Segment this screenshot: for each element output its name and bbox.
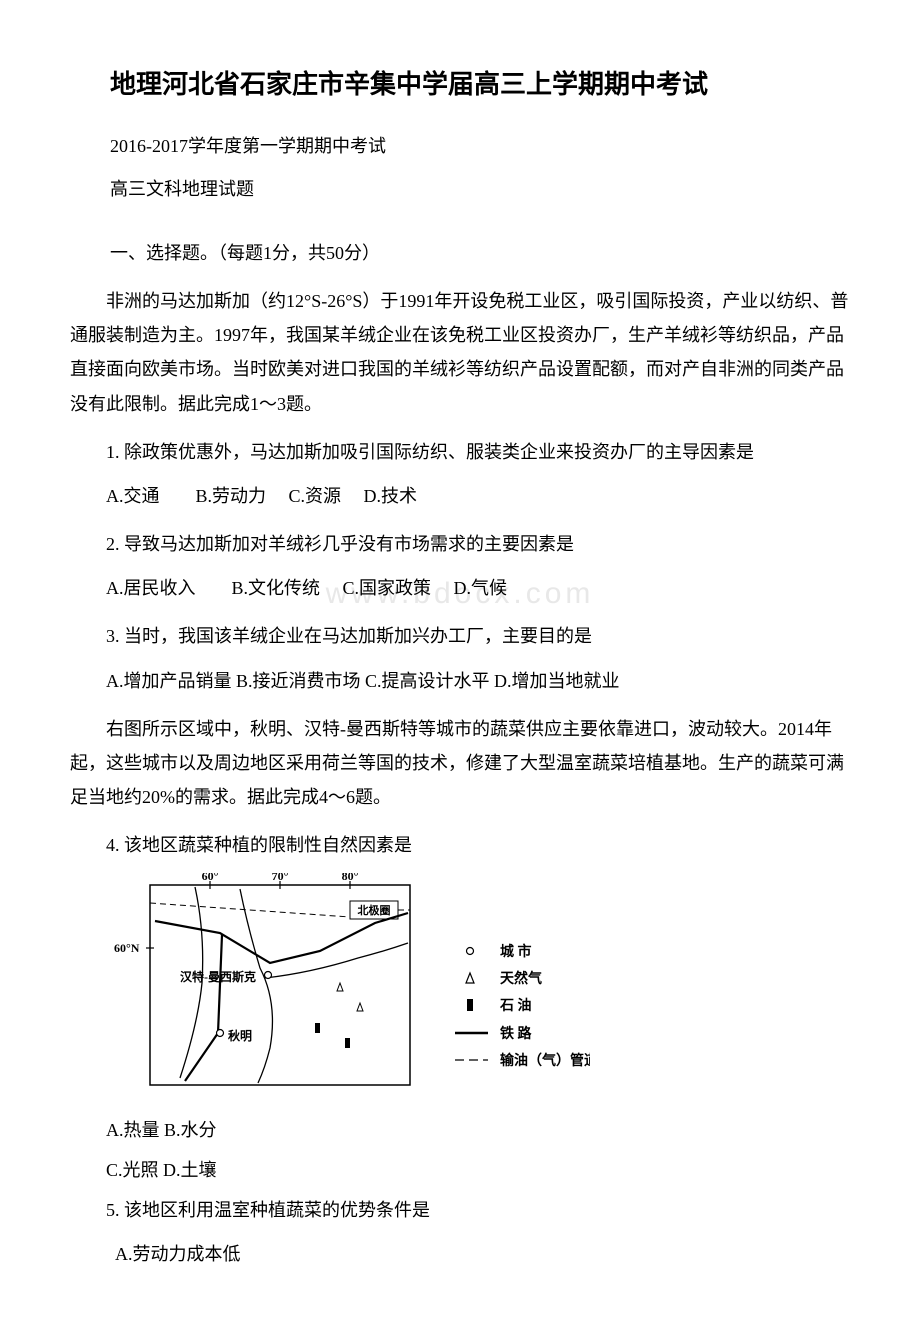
legend-city-label: 城 市: [500, 943, 532, 960]
legend-pipe-label: 输油（气）管道: [500, 1052, 590, 1069]
passage-1: 非洲的马达加斯加（约12°S-26°S）于1991年开设免税工业区，吸引国际投资…: [70, 284, 850, 421]
question-1-options: A.交通 B.劳动力 C.资源 D.技术: [70, 479, 850, 513]
page-title: 地理河北省石家庄市辛集中学届高三上学期期中考试: [70, 60, 850, 109]
legend-oil-label: 石 油: [499, 997, 532, 1014]
legend-rail-label: 铁 路: [500, 1025, 532, 1042]
lon-80-label: 80°: [342, 873, 359, 883]
legend-oil-icon: [467, 999, 473, 1011]
question-2-options: A.居民收入 B.文化传统 C.国家政策 D.气候: [70, 571, 850, 605]
lon-60-label: 60°: [202, 873, 219, 883]
lon-70-label: 70°: [272, 873, 289, 883]
arctic-circle-label: 北极圈: [358, 903, 391, 917]
passage-2: 右图所示区域中，秋明、汉特-曼西斯特等城市的蔬菜供应主要依靠进口，波动较大。20…: [70, 712, 850, 815]
question-3-options: A.增加产品销量 B.接近消费市场 C.提高设计水平 D.增加当地就业: [70, 664, 850, 698]
city-qiuming-label: 秋明: [228, 1028, 252, 1043]
question-5-option-a: A.劳动力成本低: [70, 1237, 850, 1271]
exam-subject: 高三文科地理试题: [70, 172, 850, 206]
question-4-options-row2: C.光照 D.土壤: [70, 1153, 850, 1187]
exam-year: 2016-2017学年度第一学期期中考试: [70, 129, 850, 163]
legend-city-icon: [467, 947, 474, 954]
question-2: 2. 导致马达加斯加对羊绒衫几乎没有市场需求的主要因素是: [70, 527, 850, 561]
question-1: 1. 除政策优惠外，马达加斯加吸引国际纺织、服装类企业来投资办厂的主导因素是: [70, 435, 850, 469]
legend-gas-label: 天然气: [500, 970, 542, 987]
question-4-options-row1: A.热量 B.水分: [70, 1113, 850, 1147]
question-4: 4. 该地区蔬菜种植的限制性自然因素是: [70, 828, 850, 862]
city-hante-label: 汉特-曼西斯克: [180, 969, 256, 984]
lat-60n-label: 60°N: [114, 941, 140, 955]
legend-gas-icon: [466, 973, 474, 983]
section-header: 一、选择题。（每题1分，共50分）: [70, 236, 850, 270]
question-3: 3. 当时，我国该羊绒企业在马达加斯加兴办工厂，主要目的是: [70, 619, 850, 653]
map-figure: 60° 70° 80° 60°N 北极圈 汉特-曼西斯克 秋明 城 市: [70, 873, 850, 1099]
question-5: 5. 该地区利用温室种植蔬菜的优势条件是: [70, 1193, 850, 1227]
